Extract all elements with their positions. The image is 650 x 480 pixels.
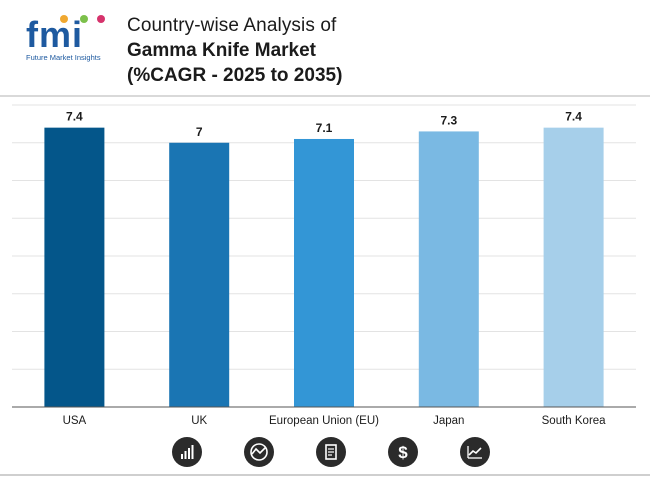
header-divider	[0, 95, 650, 97]
data-label: 7.3	[440, 113, 457, 127]
tick-layer: USA UK European Union (EU) Japan South Korea	[63, 415, 607, 427]
x-tick-label: Japan	[433, 415, 464, 427]
data-label: 7.1	[316, 121, 333, 135]
x-tick-label: South Korea	[542, 415, 607, 427]
x-tick-label: UK	[191, 415, 207, 427]
logo-dot-orange	[60, 15, 68, 23]
title-block: Country-wise Analysis of Gamma Knife Mar…	[127, 14, 342, 88]
bar-chart: 7.4 7 7.1 7.3 7.4 USA UK European Union (EU) Ja…	[12, 104, 636, 427]
bar-uk	[169, 142, 230, 407]
dollar-icon: $	[388, 437, 418, 467]
logo-text: fmi	[26, 14, 83, 55]
footer-divider	[0, 474, 650, 476]
document-icon	[316, 437, 346, 467]
bar-growth-icon	[172, 437, 202, 467]
bar-usa	[44, 127, 105, 408]
bar-layer	[44, 127, 604, 408]
page-title-line2: Gamma Knife Market	[127, 40, 317, 61]
x-tick-label: European Union (EU)	[269, 415, 379, 427]
page-title-line1: Country-wise Analysis of	[127, 15, 337, 36]
bar-european-union-eu	[294, 138, 354, 407]
data-label: 7.4	[66, 110, 83, 124]
bar-japan	[418, 131, 479, 408]
logo-subtitle: Future Market Insights	[26, 53, 101, 62]
x-tick-label: USA	[63, 415, 87, 427]
footer-icon-row: $	[0, 435, 650, 473]
header: fmi Future Market Insights Country-wise …	[0, 0, 650, 94]
data-label: 7	[196, 125, 203, 139]
fmi-logo: fmi Future Market Insights	[26, 14, 105, 62]
label-layer: 7.4 7 7.1 7.3 7.4	[66, 110, 582, 139]
logo-dot-green	[80, 15, 88, 23]
data-label: 7.4	[565, 110, 582, 124]
svg-text:$: $	[398, 443, 408, 462]
logo-dot-pink	[97, 15, 105, 23]
page-title-line3: (%CAGR - 2025 to 2035)	[127, 65, 343, 86]
line-trend-icon	[460, 437, 490, 467]
bar-south-korea	[543, 127, 604, 408]
globe-chart-icon	[244, 437, 274, 467]
